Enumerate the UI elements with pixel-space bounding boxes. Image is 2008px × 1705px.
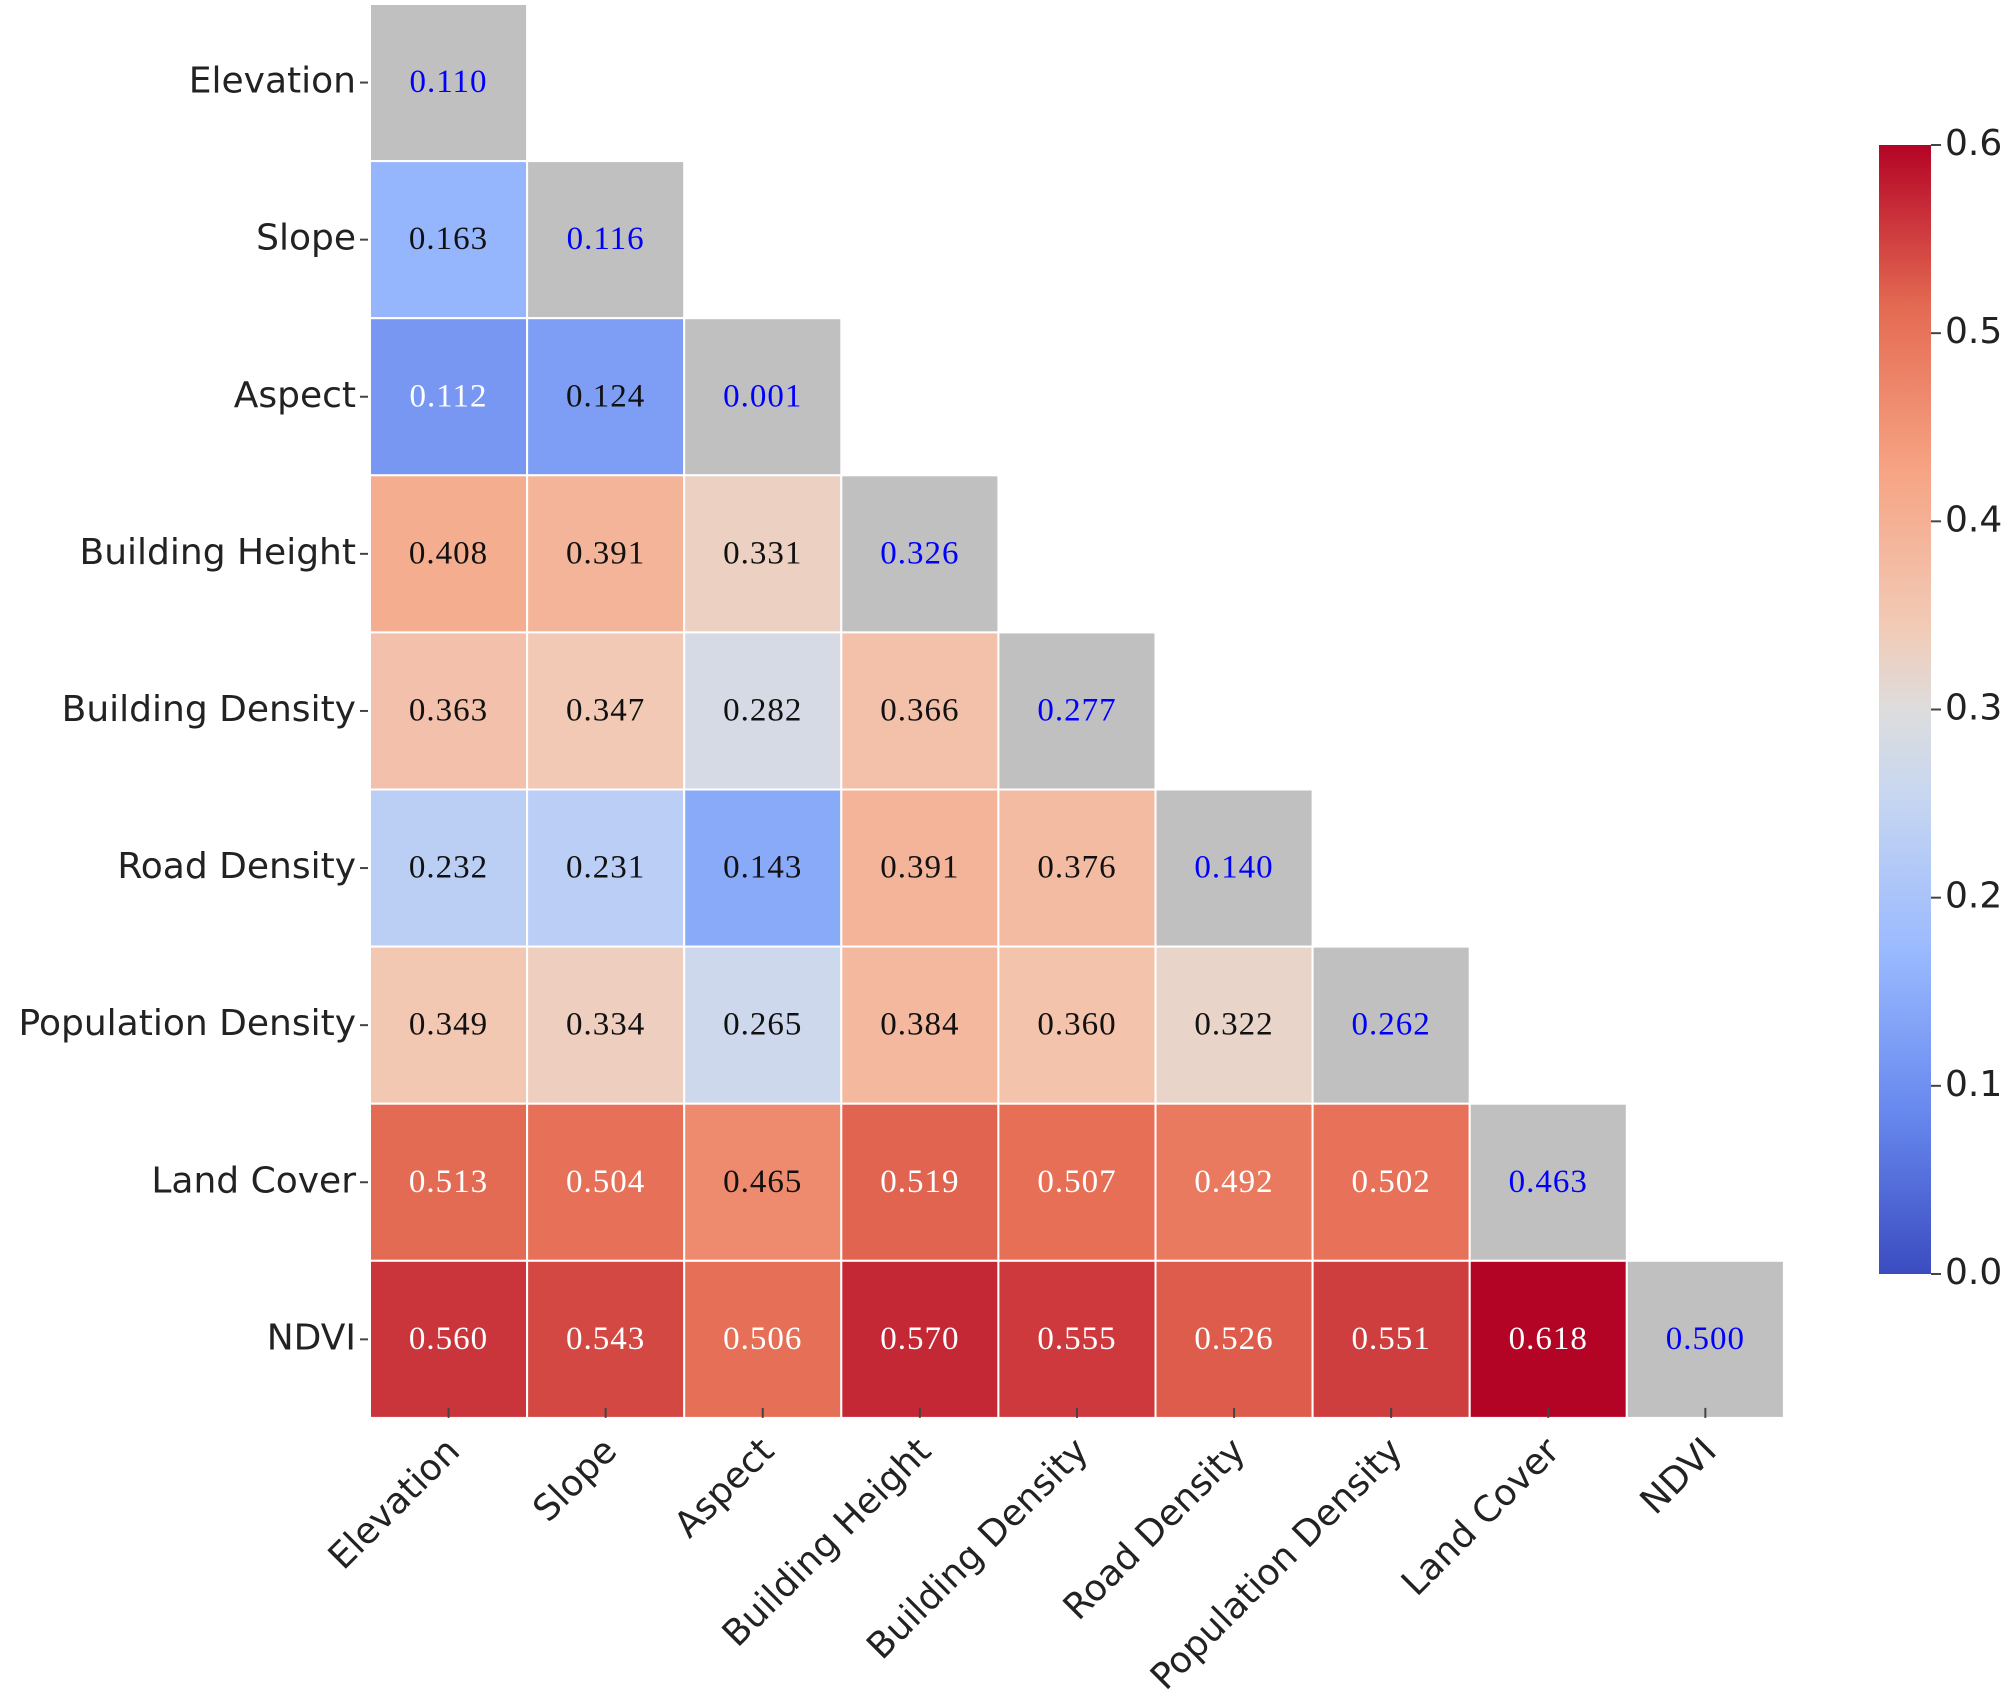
colorbar-tick-label: 0.6 xyxy=(1945,123,2002,164)
heatmap-cell xyxy=(1154,788,1314,948)
cell-label: 0.349 xyxy=(409,1007,488,1043)
cell-label: 0.363 xyxy=(409,693,488,729)
cell-label: 0.384 xyxy=(880,1007,959,1043)
heatmap-cell xyxy=(369,631,529,791)
heatmap-cell xyxy=(526,945,686,1105)
heatmap-cell xyxy=(1154,1259,1314,1419)
cell-label: 0.143 xyxy=(723,850,802,886)
x-tick-label: Aspect xyxy=(667,1430,782,1545)
colorbar xyxy=(1879,145,1931,1274)
cell-label: 0.282 xyxy=(723,693,802,729)
heatmap-cell xyxy=(526,160,686,320)
cell-label: 0.463 xyxy=(1509,1164,1588,1200)
cell-label: 0.163 xyxy=(409,221,488,257)
cell-label: 0.262 xyxy=(1352,1007,1431,1043)
cell-label: 0.519 xyxy=(880,1164,959,1200)
cell-label: 0.391 xyxy=(566,535,645,571)
colorbar-tick-label: 0.5 xyxy=(1945,311,2002,352)
x-tick-label: NDVI xyxy=(1633,1430,1725,1522)
cell-label: 0.277 xyxy=(1037,693,1116,729)
x-tick-label: Slope xyxy=(525,1430,625,1530)
colorbar-tick-label: 0.3 xyxy=(1945,688,2002,729)
cell-label: 0.551 xyxy=(1352,1321,1431,1357)
cell-label: 0.112 xyxy=(410,378,488,414)
cell-label: 0.506 xyxy=(723,1321,802,1357)
cell-label: 0.116 xyxy=(567,221,645,257)
heatmap-cell xyxy=(369,945,529,1105)
y-tick-label: Land Cover xyxy=(151,1160,356,1201)
heatmap-cell xyxy=(1311,1102,1471,1262)
cell-label: 0.265 xyxy=(723,1007,802,1043)
cell-label: 0.124 xyxy=(566,378,645,414)
y-tick-label: Building Density xyxy=(62,689,356,730)
cell-label: 0.500 xyxy=(1666,1321,1745,1357)
cell-label: 0.334 xyxy=(566,1007,645,1043)
heatmap-cell xyxy=(683,474,843,634)
colorbar-tick-label: 0.2 xyxy=(1945,876,2002,917)
cell-label: 0.391 xyxy=(880,850,959,886)
cell-label: 0.140 xyxy=(1194,850,1273,886)
cell-label: 0.504 xyxy=(566,1164,645,1200)
heatmap-cell xyxy=(997,631,1157,791)
cell-label: 0.492 xyxy=(1194,1164,1273,1200)
x-tick-label: Land Cover xyxy=(1394,1430,1568,1604)
heatmap-cell xyxy=(369,1102,529,1262)
heatmap-cell xyxy=(683,945,843,1105)
cell-label: 0.465 xyxy=(723,1164,802,1200)
cell-label: 0.526 xyxy=(1194,1321,1273,1357)
cell-label: 0.331 xyxy=(723,535,802,571)
heatmap-cell xyxy=(683,631,843,791)
x-tick-label: Elevation xyxy=(321,1430,468,1577)
y-tick-label: Aspect xyxy=(234,375,356,416)
heatmap-cell xyxy=(526,788,686,948)
cell-label: 0.570 xyxy=(880,1321,959,1357)
colorbar-tick-label: 0.1 xyxy=(1945,1064,2002,1105)
heatmap-cell xyxy=(526,1259,686,1419)
cell-label: 0.618 xyxy=(1509,1321,1588,1357)
cell-label: 0.507 xyxy=(1037,1164,1116,1200)
cell-label: 0.376 xyxy=(1037,850,1116,886)
heatmap-cell xyxy=(369,160,529,320)
colorbar-tick-label: 0.4 xyxy=(1945,499,2002,540)
heatmap-cell xyxy=(1468,1102,1628,1262)
cell-label: 0.326 xyxy=(880,535,959,571)
y-tick-label: NDVI xyxy=(267,1317,356,1358)
heatmap-cell xyxy=(1625,1259,1785,1419)
y-tick-label: Slope xyxy=(256,218,356,259)
cell-label: 0.347 xyxy=(566,693,645,729)
cell-label: 0.543 xyxy=(566,1321,645,1357)
y-tick-label: Building Height xyxy=(80,532,357,573)
heatmap-cell xyxy=(997,1102,1157,1262)
cell-label: 0.231 xyxy=(566,850,645,886)
y-tick-label: Population Density xyxy=(19,1003,356,1044)
cell-label: 0.366 xyxy=(880,693,959,729)
cell-label: 0.408 xyxy=(409,535,488,571)
colorbar-tick-label: 0.0 xyxy=(1945,1252,2002,1293)
cell-label: 0.555 xyxy=(1037,1321,1116,1357)
heatmap-cell xyxy=(840,1102,1000,1262)
cell-label: 0.513 xyxy=(409,1164,488,1200)
cell-label: 0.322 xyxy=(1194,1007,1273,1043)
cell-label: 0.232 xyxy=(409,850,488,886)
cell-label: 0.360 xyxy=(1037,1007,1116,1043)
y-tick-label: Road Density xyxy=(117,846,356,887)
y-tick-label: Elevation xyxy=(189,61,356,102)
cell-label: 0.502 xyxy=(1352,1164,1431,1200)
heatmap-cell xyxy=(1311,945,1471,1105)
cell-label: 0.001 xyxy=(723,378,802,414)
heatmap-cell xyxy=(1154,1102,1314,1262)
heatmap-cell xyxy=(840,474,1000,634)
cell-label: 0.110 xyxy=(410,64,488,100)
heatmap-cell xyxy=(683,788,843,948)
cell-label: 0.560 xyxy=(409,1321,488,1357)
